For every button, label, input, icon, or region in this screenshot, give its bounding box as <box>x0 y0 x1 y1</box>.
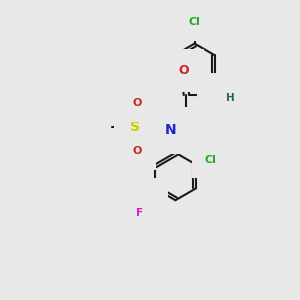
Text: N: N <box>165 123 177 137</box>
Text: O: O <box>133 146 142 157</box>
Text: O: O <box>179 64 189 77</box>
Text: H: H <box>226 93 235 103</box>
Text: Cl: Cl <box>189 17 200 27</box>
Text: F: F <box>136 208 143 218</box>
Text: F: F <box>148 190 155 200</box>
Text: Cl: Cl <box>205 155 217 165</box>
Text: N: N <box>212 88 223 101</box>
Text: S: S <box>130 120 140 134</box>
Text: F: F <box>142 199 149 209</box>
Text: O: O <box>133 98 142 108</box>
